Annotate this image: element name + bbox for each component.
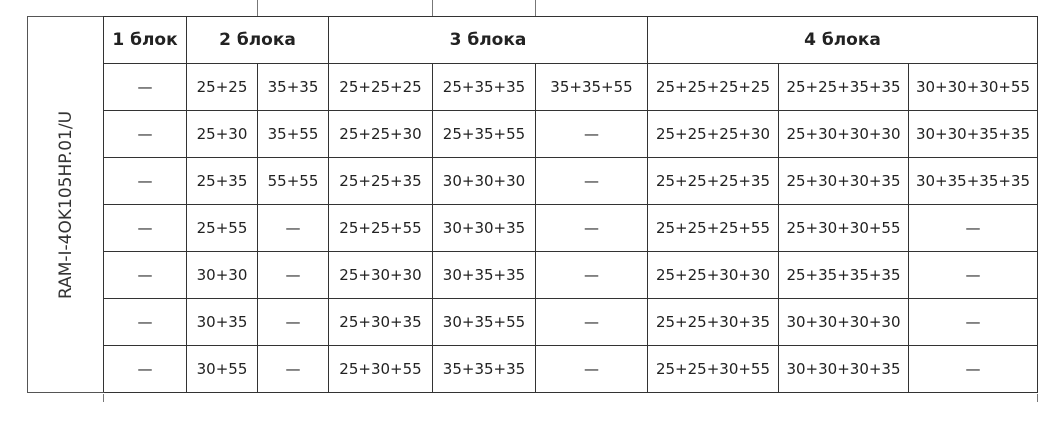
table-cell: 25+30+35 [328, 298, 433, 346]
table-row: —25+25 35+35 25+25+25 25+35+35 35+35+55 25+25… [28, 63, 1038, 111]
table-cell: — [257, 345, 329, 393]
table-cell: 30+30+30+35 [778, 345, 909, 393]
table-cell: 30+30+35 [432, 204, 536, 252]
top-tick [535, 0, 536, 16]
table-cell: 25+25+30+55 [647, 345, 779, 393]
table-cell: 30+35+35 [432, 251, 536, 299]
header-1-block: 1 блок [103, 16, 187, 64]
table-cell: 25+25+30+30 [647, 251, 779, 299]
configurations-table: RAM-I-4OK105HP.01/U 1 блок 2 блока 3 бло… [27, 16, 1038, 393]
table-cell: 25+30+30+55 [778, 204, 909, 252]
table-cell: 25+55 [186, 204, 258, 252]
table-cell: 30+30+30 [432, 157, 536, 205]
table-cell: 25+25+25+35 [647, 157, 779, 205]
header-4-blocks: 4 блока [647, 16, 1038, 64]
table-cell: 25+30 [186, 110, 258, 158]
table-cell: 25+30+30+35 [778, 157, 909, 205]
bottom-tick [103, 394, 104, 402]
table-cell: 30+55 [186, 345, 258, 393]
model-name: RAM-I-4OK105HP.01/U [55, 110, 76, 299]
table-row: —25+55—25+25+55 30+30+35—25+25+25+55 25+30… [28, 204, 1038, 252]
table-row: —30+35—25+30+35 30+35+55—25+25+30+35 30+30… [28, 298, 1038, 346]
table-cell: — [103, 110, 187, 158]
table-cell: 35+35+55 [535, 63, 648, 111]
table-cell: 55+55 [257, 157, 329, 205]
table-cell: — [257, 298, 329, 346]
table-cell: — [535, 157, 648, 205]
top-tick [432, 0, 433, 16]
header-2-blocks: 2 блока [186, 16, 329, 64]
table-cell: 25+25+55 [328, 204, 433, 252]
table-cell: 25+25+25+55 [647, 204, 779, 252]
table-cell: — [257, 204, 329, 252]
table-cell: 30+30 [186, 251, 258, 299]
table-cell: 25+30+30+30 [778, 110, 909, 158]
table-cell: 25+25+30 [328, 110, 433, 158]
table-cell: — [103, 204, 187, 252]
table-cell: 35+55 [257, 110, 329, 158]
table-cell: 25+35+35 [432, 63, 536, 111]
table-cell: — [103, 298, 187, 346]
table-cell: 35+35 [257, 63, 329, 111]
table-cell: — [908, 298, 1038, 346]
table-cell: 35+35+35 [432, 345, 536, 393]
table-cell: — [535, 251, 648, 299]
table-row: —25+30 35+55 25+25+30 25+35+55—25+25+25+30 2… [28, 110, 1038, 158]
table-cell: — [535, 204, 648, 252]
top-tick [257, 0, 258, 16]
table-cell: 30+30+30+30 [778, 298, 909, 346]
table-cell: 30+30+35+35 [908, 110, 1038, 158]
table-cell: 25+25+25 [328, 63, 433, 111]
table-cell: 30+30+30+55 [908, 63, 1038, 111]
table-cell: 30+35 [186, 298, 258, 346]
table-cell: 25+25+35+35 [778, 63, 909, 111]
table-cell: — [103, 345, 187, 393]
table-row: —30+55—25+30+55 35+35+35—25+25+30+55 30+30… [28, 345, 1038, 393]
table-cell: — [535, 298, 648, 346]
table-row: —30+30—25+30+30 30+35+35—25+25+30+30 25+35… [28, 251, 1038, 299]
model-cell: RAM-I-4OK105HP.01/U [27, 16, 104, 393]
table-cell: — [908, 345, 1038, 393]
table-row: —25+35 55+55 25+25+35 30+30+30—25+25+25+35 2… [28, 157, 1038, 205]
table-cell: — [908, 204, 1038, 252]
table-cell: — [103, 63, 187, 111]
table-cell: — [535, 110, 648, 158]
table-cell: 25+25+35 [328, 157, 433, 205]
table-cell: 25+25 [186, 63, 258, 111]
table-cell: 25+25+25+30 [647, 110, 779, 158]
table-cell: — [257, 251, 329, 299]
table-cell: 25+35+35+35 [778, 251, 909, 299]
header-row: RAM-I-4OK105HP.01/U 1 блок 2 блока 3 бло… [27, 16, 1038, 393]
table-cell: — [103, 251, 187, 299]
table-cell: 25+25+30+35 [647, 298, 779, 346]
table-cell: — [103, 157, 187, 205]
table-cell: — [908, 251, 1038, 299]
header-3-blocks: 3 блока [328, 16, 648, 64]
table-cell: 25+35 [186, 157, 258, 205]
bottom-tick [1037, 394, 1038, 402]
table-cell: 25+30+30 [328, 251, 433, 299]
table-cell: — [535, 345, 648, 393]
table-cell: 25+30+55 [328, 345, 433, 393]
table-cell: 25+25+25+25 [647, 63, 779, 111]
table-cell: 30+35+35+35 [908, 157, 1038, 205]
table-cell: 25+35+55 [432, 110, 536, 158]
table-cell: 30+35+55 [432, 298, 536, 346]
